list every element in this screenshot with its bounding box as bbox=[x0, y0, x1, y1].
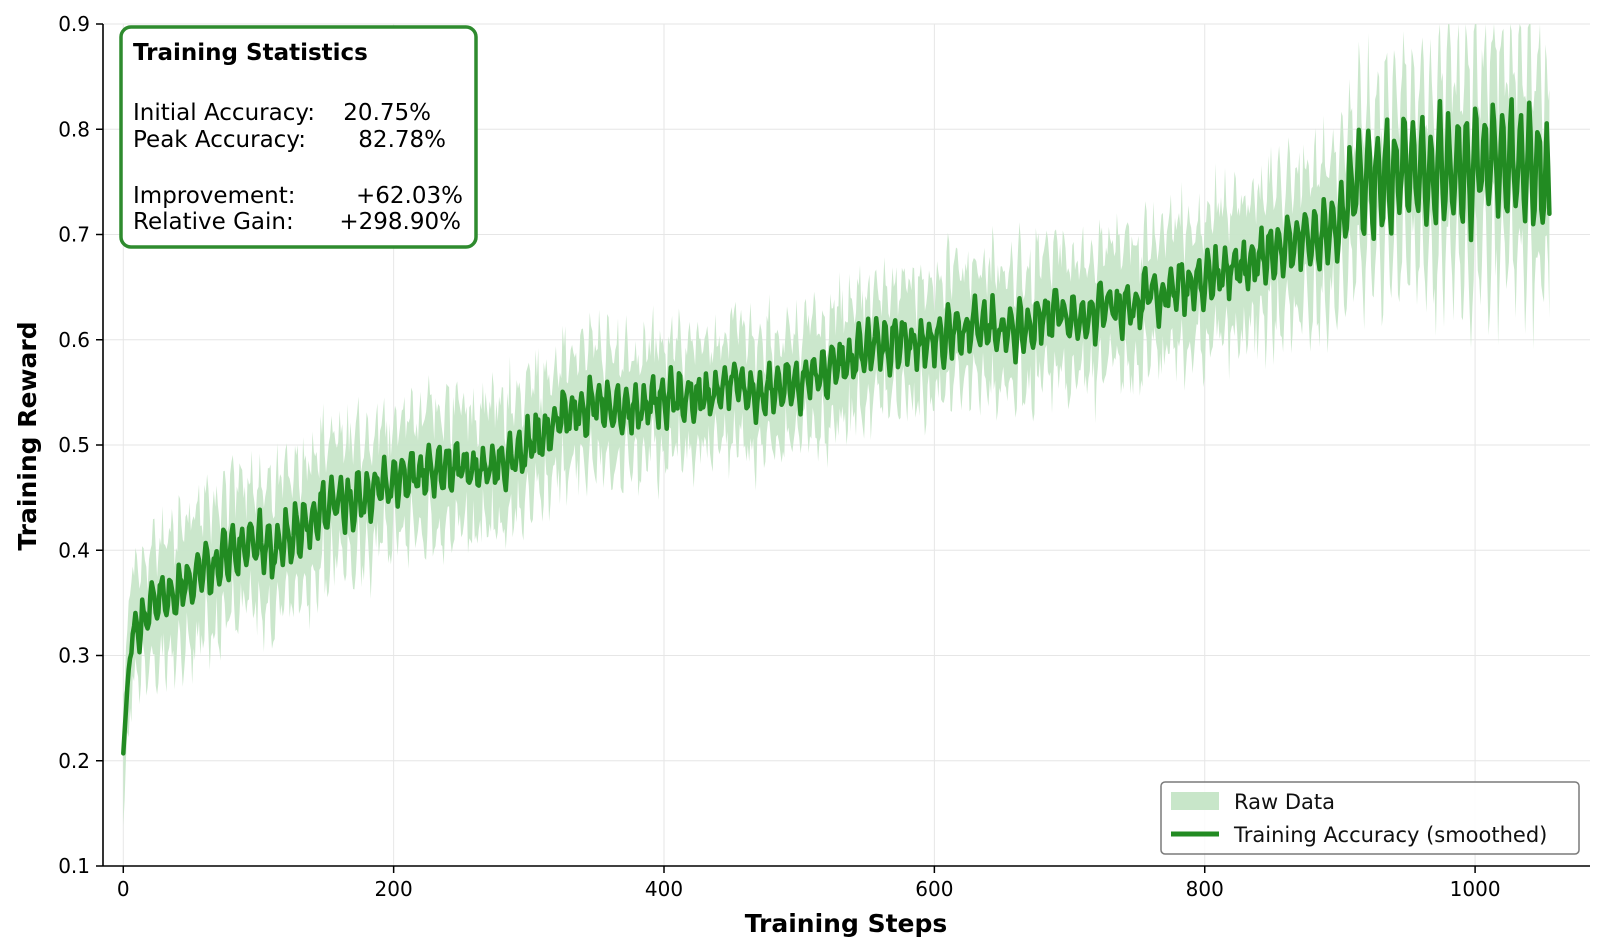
x-axis-ticks: 0 200 400 600 800 1000 bbox=[117, 866, 1501, 901]
y-tick-label: 0.6 bbox=[58, 328, 90, 352]
training-statistics-box: Training Statistics Initial Accuracy: 20… bbox=[119, 25, 478, 249]
y-tick-label: 0.1 bbox=[58, 854, 90, 878]
x-tick-label: 400 bbox=[645, 877, 683, 901]
y-tick-label: 0.2 bbox=[58, 749, 90, 773]
stats-label-initial: Initial Accuracy: bbox=[133, 100, 315, 126]
stats-value-improvement: +62.03% bbox=[356, 183, 463, 209]
raw-data-area bbox=[123, 24, 1550, 826]
stats-value-relative-gain: +298.90% bbox=[339, 209, 461, 235]
x-axis-title: Training Steps bbox=[745, 909, 948, 938]
y-tick-label: 0.8 bbox=[58, 117, 90, 141]
stats-value-peak: 82.78% bbox=[358, 127, 446, 153]
stats-value-initial: 20.75% bbox=[343, 100, 431, 126]
y-tick-label: 0.7 bbox=[58, 223, 90, 247]
legend-frame bbox=[1160, 781, 1580, 855]
legend-raw-swatch bbox=[1171, 792, 1219, 810]
stats-label-improvement: Improvement: bbox=[133, 183, 295, 209]
x-tick-label: 200 bbox=[375, 877, 413, 901]
y-axis-ticks: 0.1 0.2 0.3 0.4 0.5 0.6 0.7 0.8 0.9 bbox=[58, 12, 103, 878]
y-axis-title: Training Reward bbox=[13, 321, 42, 550]
stats-label-peak: Peak Accuracy: bbox=[133, 127, 306, 153]
smoothed-accuracy-line bbox=[121, 97, 1552, 756]
x-tick-label: 0 bbox=[117, 877, 130, 901]
y-tick-label: 0.5 bbox=[58, 433, 90, 457]
x-tick-label: 800 bbox=[1186, 877, 1224, 901]
legend-raw-label: Raw Data bbox=[1234, 790, 1335, 814]
y-tick-label: 0.4 bbox=[58, 538, 90, 562]
raw-data-band bbox=[123, 24, 1550, 826]
y-tick-label: 0.3 bbox=[58, 644, 90, 668]
y-tick-label: 0.9 bbox=[58, 12, 90, 36]
x-tick-label: 1000 bbox=[1450, 877, 1501, 901]
smoothed-line bbox=[121, 97, 1552, 756]
x-tick-label: 600 bbox=[915, 877, 953, 901]
stats-title: Training Statistics bbox=[133, 40, 368, 66]
legend: Raw Data Training Accuracy (smoothed) bbox=[1160, 781, 1580, 855]
legend-line-label: Training Accuracy (smoothed) bbox=[1233, 823, 1547, 847]
stats-label-relative-gain: Relative Gain: bbox=[133, 209, 294, 235]
stats-box-frame bbox=[119, 25, 478, 249]
